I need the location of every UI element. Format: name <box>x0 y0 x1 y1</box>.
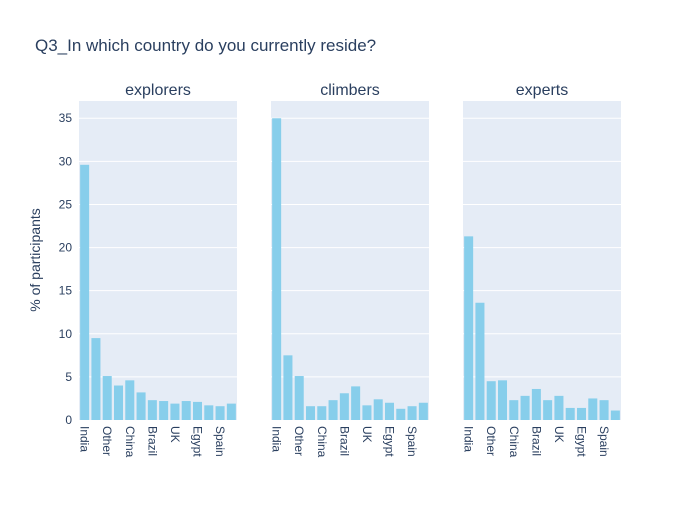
y-tick-label: 10 <box>59 327 73 341</box>
y-axis-label: % of participants <box>27 208 43 312</box>
x-tick-label: Brazil <box>529 426 543 456</box>
bar <box>373 399 383 420</box>
x-tick-label: UK <box>360 426 374 443</box>
chart-title: Q3_In which country do you currently res… <box>35 36 376 55</box>
bar <box>384 402 395 420</box>
bar <box>91 338 101 420</box>
x-tick-label: Egypt <box>383 426 397 457</box>
x-tick-label: Egypt <box>575 426 589 457</box>
panel-background <box>463 101 621 420</box>
x-tick-label: Other <box>292 426 306 456</box>
bar <box>520 395 530 420</box>
bar <box>543 400 553 420</box>
bar <box>576 407 587 420</box>
bar <box>181 401 191 420</box>
bar <box>396 408 406 420</box>
bar <box>204 405 214 420</box>
y-tick-label: 15 <box>59 284 73 298</box>
bar <box>226 403 236 420</box>
bar <box>136 392 146 420</box>
bar <box>509 400 519 420</box>
bar <box>464 236 474 420</box>
x-tick-label: China <box>507 426 521 458</box>
bar <box>475 302 485 420</box>
bar <box>283 355 293 420</box>
bar <box>599 400 609 420</box>
bar <box>486 381 496 420</box>
y-tick-label: 25 <box>59 197 73 211</box>
bar <box>215 406 225 420</box>
bar <box>328 400 338 420</box>
panel-explorers: explorers India Other China Brazil UK Egypt Spa… <box>78 82 237 458</box>
panel-title: explorers <box>125 82 191 99</box>
bar <box>339 393 349 420</box>
y-tick-label: 5 <box>65 370 72 384</box>
x-tick-label: Spain <box>405 426 419 457</box>
y-tick-label: 35 <box>59 111 73 125</box>
bar <box>170 403 180 420</box>
bar <box>80 164 90 420</box>
x-tick-label: India <box>270 426 284 452</box>
bar <box>418 402 428 420</box>
bar <box>554 395 564 420</box>
panel-background <box>79 101 237 420</box>
bar <box>362 405 372 420</box>
x-tick-label: China <box>123 426 137 458</box>
bar <box>147 400 157 420</box>
y-tick-label: 20 <box>59 241 73 255</box>
bar <box>192 401 203 420</box>
x-tick-label: India <box>78 426 92 452</box>
x-tick-label: Spain <box>597 426 611 457</box>
bar <box>305 406 316 420</box>
panel-title: experts <box>516 82 568 99</box>
bar <box>407 406 417 420</box>
bar <box>294 376 304 420</box>
bar <box>565 407 575 420</box>
panel-climbers: climbers India Other China Brazil UK Egypt Spai… <box>270 82 429 458</box>
bar <box>102 376 112 420</box>
bar <box>159 401 169 420</box>
bar <box>610 410 620 420</box>
bar <box>497 380 508 420</box>
x-tick-label: Brazil <box>145 426 159 456</box>
y-tick-label: 30 <box>59 154 73 168</box>
x-tick-label: Egypt <box>191 426 205 457</box>
panel-background <box>271 101 429 420</box>
bar <box>317 406 327 420</box>
panel-title: climbers <box>320 82 380 99</box>
x-tick-label: Spain <box>213 426 227 457</box>
chart-panels: 0 5 10 15 20 25 30 35 explorers India Other China Br… <box>59 82 621 458</box>
bar <box>351 386 361 420</box>
bar <box>125 380 135 420</box>
panel-experts: experts India Other China Brazil UK Egypt Spain <box>462 82 621 458</box>
bar <box>272 118 282 421</box>
bar <box>588 398 598 420</box>
x-tick-label: UK <box>168 426 182 443</box>
x-tick-label: India <box>462 426 476 452</box>
x-tick-label: UK <box>552 426 566 443</box>
bar <box>531 388 541 420</box>
x-tick-label: Other <box>484 426 498 456</box>
bar <box>113 385 124 420</box>
y-tick-label: 0 <box>65 413 72 427</box>
x-tick-label: China <box>315 426 329 458</box>
x-tick-label: Brazil <box>337 426 351 456</box>
x-tick-label: Other <box>100 426 114 456</box>
